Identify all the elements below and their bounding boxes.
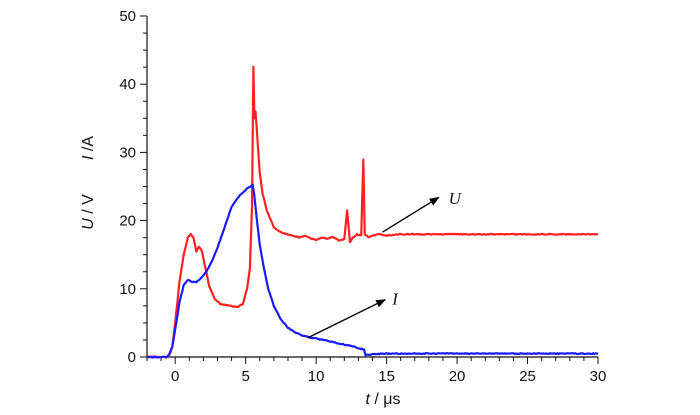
series-line-U	[146, 65, 599, 359]
x-tick-label: 15	[378, 368, 395, 385]
y-tick-label: 40	[119, 76, 136, 93]
y-tick-label: 50	[119, 8, 136, 25]
series-line-I	[146, 183, 599, 359]
x-axis-var: t	[365, 391, 370, 408]
y-axis-u-var: U	[80, 218, 97, 230]
x-axis-unit: / μs	[370, 391, 401, 408]
annotation-arrow-I	[307, 299, 387, 339]
x-tick-label: 0	[171, 368, 179, 385]
y-axis-i-var: I	[80, 155, 97, 160]
x-tick-label: 20	[449, 368, 466, 385]
y-tick-label: 30	[119, 144, 136, 161]
x-tick-label: 10	[308, 368, 325, 385]
y-tick-label: 10	[119, 281, 136, 298]
annotation-label-U: U	[449, 189, 463, 208]
y-axis-u-unit: / V	[80, 194, 97, 218]
series-group	[146, 65, 599, 359]
x-axis-title: t / μs	[365, 391, 400, 408]
x-tick-label: 25	[519, 368, 536, 385]
y-axis-title-i: I /A	[80, 136, 97, 160]
annotation-label-I: I	[391, 289, 399, 308]
x-tick-label: 30	[590, 368, 607, 385]
annotations: UI	[307, 189, 463, 339]
axes: 0 5 10 15 20 25 30 0 10 20 30 40 50	[119, 8, 606, 385]
y-axis-i-unit: /A	[80, 136, 97, 156]
y-tick-label: 0	[128, 349, 136, 366]
annotation-arrow-U	[381, 196, 440, 233]
y-tick-label: 20	[119, 213, 136, 230]
y-axis-title-u: U / V	[80, 194, 97, 230]
x-tick-label: 5	[241, 368, 249, 385]
